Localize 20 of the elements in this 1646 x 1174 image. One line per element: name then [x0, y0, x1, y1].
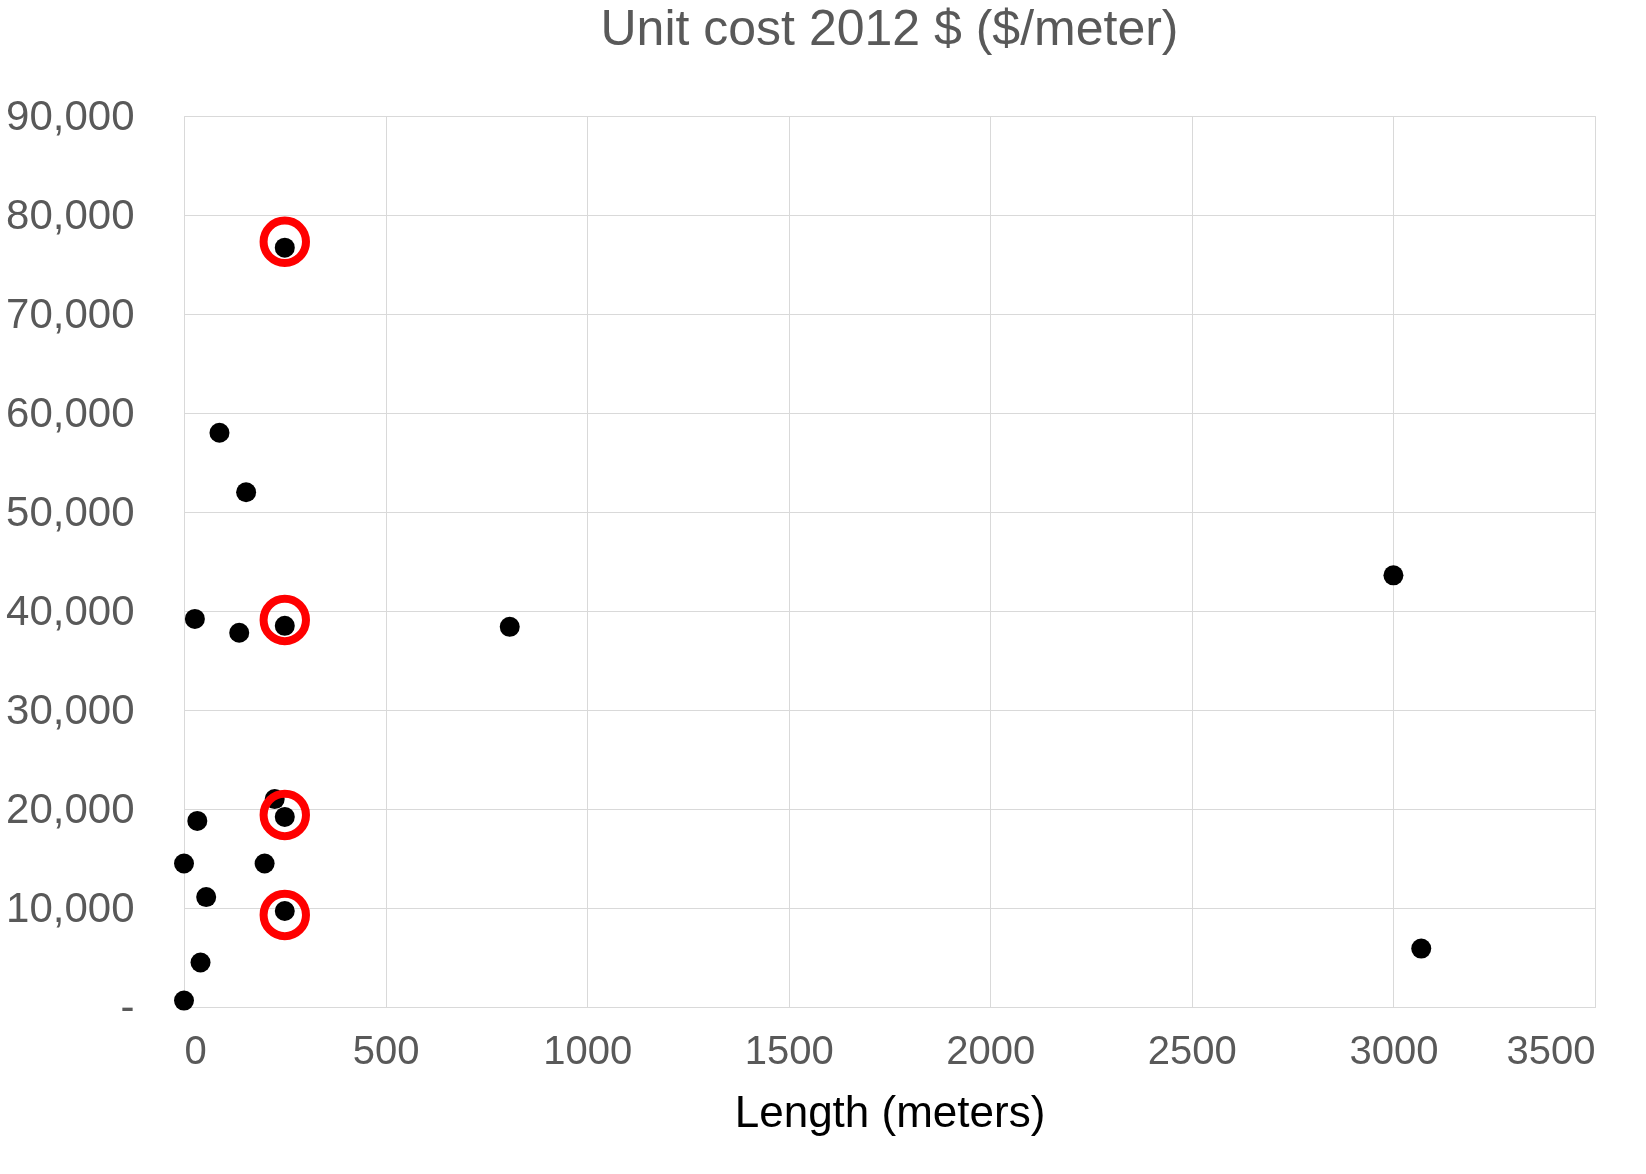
x-tick-label: 3500: [1506, 1027, 1596, 1072]
y-tick-label: 70,000: [6, 289, 135, 337]
y-tick-label: 50,000: [6, 487, 135, 535]
chart-title: Unit cost 2012 $ ($/meter): [600, 0, 1179, 56]
y-tick-label: 20,000: [6, 784, 135, 832]
x-tick-label: 2000: [946, 1027, 1036, 1072]
x-tick-label: 1000: [543, 1027, 633, 1072]
x-tick-label: 500: [352, 1027, 420, 1072]
x-tick-label: 3000: [1349, 1027, 1439, 1072]
y-tick-label: 90,000: [6, 91, 135, 139]
x-tick-label: 0: [184, 1027, 207, 1072]
y-tick-label: 30,000: [6, 685, 135, 733]
y-tick-label: 80,000: [6, 190, 135, 238]
x-tick-label: 1500: [744, 1027, 834, 1072]
y-tick-label: -: [120, 982, 135, 1030]
y-tick-label: 10,000: [6, 883, 135, 931]
y-tick-label: 40,000: [6, 586, 135, 634]
y-tick-label: 60,000: [6, 388, 135, 436]
x-tick-label: 2500: [1147, 1027, 1237, 1072]
x-axis-title: Length (meters): [734, 1086, 1046, 1136]
